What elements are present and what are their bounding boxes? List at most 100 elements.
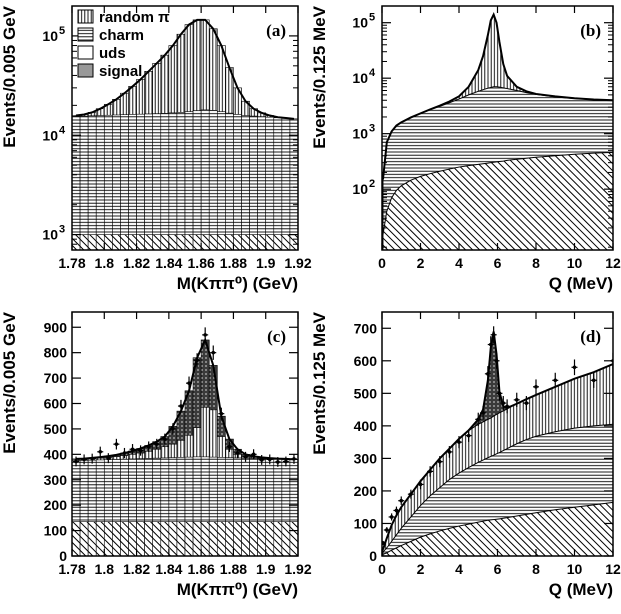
bar	[176, 521, 186, 556]
plot-area	[382, 12, 613, 250]
x-tick-label: 1.9	[256, 255, 276, 271]
bar	[249, 521, 258, 556]
data-point	[121, 447, 128, 459]
y-tick-label: 10	[42, 28, 58, 44]
fit-curve	[75, 18, 295, 120]
x-tick-label: 1.92	[284, 255, 311, 271]
data-point	[590, 372, 597, 388]
bar	[184, 234, 194, 250]
marker	[486, 372, 490, 376]
marker	[476, 417, 481, 422]
y-tick-label: 600	[354, 353, 378, 369]
x-tick-label: 10	[567, 255, 583, 271]
marker	[409, 492, 413, 496]
data-point	[210, 345, 217, 360]
bar	[95, 234, 105, 250]
marker	[501, 401, 506, 405]
x-tick-label: 0	[378, 561, 386, 577]
y-tick-exponent: 3	[369, 123, 375, 135]
data-point	[266, 454, 273, 465]
panel-tag: (d)	[580, 327, 601, 346]
bar	[241, 115, 250, 250]
marker	[171, 427, 175, 431]
data-point	[105, 453, 112, 464]
data-point	[282, 456, 289, 467]
x-tick-label: 4	[455, 255, 463, 271]
marker	[219, 411, 224, 416]
bar	[128, 521, 137, 556]
axes-frame	[71, 311, 299, 557]
series-uds	[382, 501, 613, 556]
x-axis-label: M(Kππ⁰) (GeV)	[177, 274, 298, 293]
marker	[494, 359, 499, 363]
x-axis-label: M(Kππ⁰) (GeV)	[177, 580, 298, 599]
data-point	[258, 454, 265, 465]
y-tick-label: 500	[44, 421, 68, 437]
data-point	[456, 436, 462, 449]
legend-swatch	[77, 63, 94, 78]
marker	[203, 333, 207, 337]
marker	[399, 498, 404, 503]
y-axis: 0 100 200 300 400 500 600 700	[354, 320, 613, 564]
bar	[184, 521, 194, 556]
x-axis: 0 2 4 6 8 10 12	[378, 312, 621, 577]
bar	[87, 115, 97, 250]
bar	[265, 521, 275, 556]
marker	[146, 444, 151, 449]
data-point	[89, 453, 96, 464]
bar	[184, 111, 194, 250]
marker	[138, 448, 143, 453]
legend-label: uds	[99, 45, 126, 62]
panel-a: 1.78 1.8 1.82 1.84 1.86 1.88 1.9 1.92 M(Kππ⁰) (G…	[0, 5, 312, 293]
marker	[154, 442, 159, 446]
y-tick-label: 700	[354, 320, 378, 336]
y-axis: 0 100 200 300 400 500 600 700 800 900	[44, 319, 298, 564]
bar	[257, 116, 267, 250]
data-point	[504, 399, 511, 414]
bar	[103, 521, 113, 556]
x-tick-label: 6	[494, 255, 502, 271]
data-point	[484, 366, 491, 382]
bar	[87, 521, 97, 556]
bar	[241, 234, 250, 250]
bar	[257, 234, 267, 250]
marker	[122, 451, 127, 455]
data-point	[242, 451, 249, 462]
bar	[225, 112, 234, 250]
data-point	[113, 438, 120, 450]
x-tick-label: 1.82	[123, 255, 150, 271]
bar	[176, 112, 186, 250]
fit-curve	[382, 331, 613, 550]
bar	[265, 116, 275, 250]
bar	[257, 521, 267, 556]
y-tick-label: 800	[44, 345, 68, 361]
bar	[233, 114, 242, 250]
data-point	[533, 379, 539, 395]
data-point	[417, 479, 424, 490]
bar	[273, 234, 283, 250]
panel-tag: (b)	[580, 21, 601, 40]
panel-c: 1.78 1.8 1.82 1.84 1.86 1.88 1.9 1.92 M(Kππ⁰) (G…	[0, 311, 312, 599]
marker	[276, 460, 280, 464]
marker	[428, 469, 432, 474]
marker	[267, 457, 272, 462]
bar	[168, 234, 178, 250]
y-tick-exponent: 3	[59, 224, 65, 236]
data-point	[186, 376, 193, 390]
bar	[152, 113, 162, 250]
legend-label: random π	[99, 9, 170, 26]
legend-swatch	[77, 45, 94, 60]
data-point	[465, 429, 472, 442]
marker	[505, 404, 509, 409]
series-charm	[72, 109, 298, 250]
x-tick-label: 1.8	[95, 255, 115, 271]
y-tick-label: 300	[354, 450, 378, 466]
bar	[265, 234, 275, 250]
bar	[216, 111, 226, 250]
marker	[179, 404, 183, 408]
bar	[128, 114, 137, 250]
